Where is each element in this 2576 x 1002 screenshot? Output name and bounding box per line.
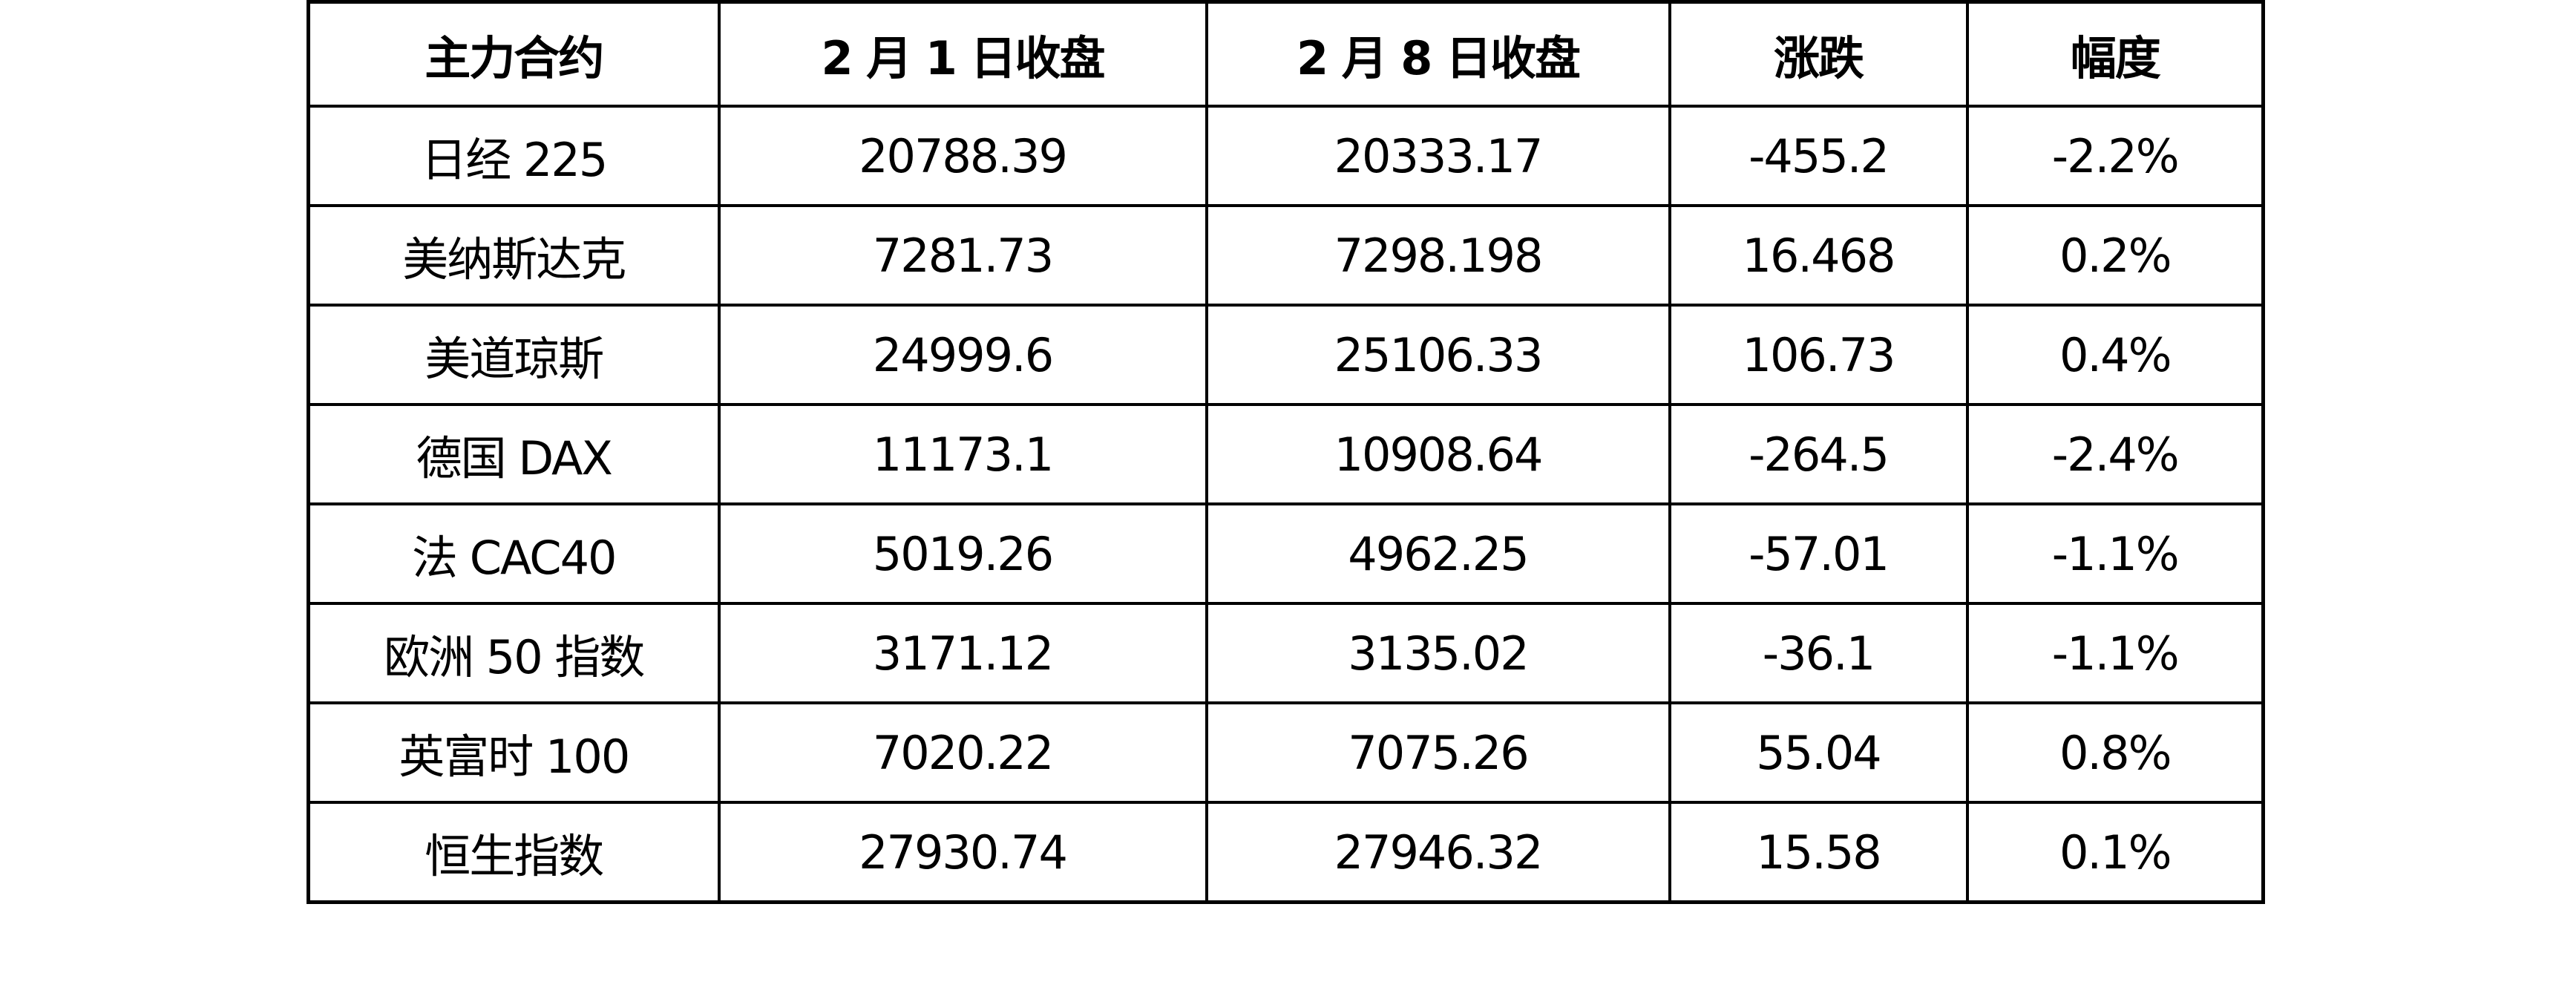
- table-cell: 3135.02: [1205, 602, 1671, 704]
- column-header: 幅度: [1965, 0, 2265, 108]
- index-table: 主力合约 2 月 1 日收盘 2 月 8 日收盘 涨跌 幅度 日经 225 20788.3…: [307, 0, 2265, 904]
- table-cell: 美纳斯达克: [307, 204, 721, 307]
- table-cell: 16.468: [1668, 204, 1969, 307]
- table-cell: 55.04: [1668, 701, 1969, 804]
- table-cell: 106.73: [1668, 304, 1969, 406]
- table-cell: 5019.26: [717, 502, 1208, 605]
- table-cell: -57.01: [1668, 502, 1969, 605]
- table-cell: 11173.1: [717, 403, 1208, 505]
- table-cell: 24999.6: [717, 304, 1208, 406]
- column-header: 2 月 8 日收盘: [1205, 0, 1671, 108]
- table-cell: 7298.198: [1205, 204, 1671, 307]
- table-cell: 27930.74: [717, 801, 1208, 904]
- table-row: 法 CAC40 5019.26 4962.25 -57.01 -1.1%: [307, 502, 2265, 605]
- table-cell: 7020.22: [717, 701, 1208, 804]
- table-cell: 欧洲 50 指数: [307, 602, 721, 704]
- table-row: 英富时 100 7020.22 7075.26 55.04 0.8%: [307, 701, 2265, 804]
- table-cell: 7075.26: [1205, 701, 1671, 804]
- table-cell: 德国 DAX: [307, 403, 721, 505]
- table-cell: -2.2%: [1965, 105, 2265, 207]
- header-row: 主力合约 2 月 1 日收盘 2 月 8 日收盘 涨跌 幅度: [307, 0, 2265, 108]
- table-cell: 0.2%: [1965, 204, 2265, 307]
- table-cell: 0.8%: [1965, 701, 2265, 804]
- table-cell: -36.1: [1668, 602, 1969, 704]
- table-cell: -2.4%: [1965, 403, 2265, 505]
- table-cell: 美道琼斯: [307, 304, 721, 406]
- table-cell: -264.5: [1668, 403, 1969, 505]
- table-cell: 25106.33: [1205, 304, 1671, 406]
- table-cell: -1.1%: [1965, 602, 2265, 704]
- column-header: 主力合约: [307, 0, 721, 108]
- table-cell: 10908.64: [1205, 403, 1671, 505]
- table-row: 恒生指数 27930.74 27946.32 15.58 0.1%: [307, 801, 2265, 904]
- table-row: 德国 DAX 11173.1 10908.64 -264.5 -2.4%: [307, 403, 2265, 505]
- table-cell: 27946.32: [1205, 801, 1671, 904]
- table-row: 美纳斯达克 7281.73 7298.198 16.468 0.2%: [307, 204, 2265, 307]
- table-cell: 4962.25: [1205, 502, 1671, 605]
- table-row: 美道琼斯 24999.6 25106.33 106.73 0.4%: [307, 304, 2265, 406]
- table-cell: 恒生指数: [307, 801, 721, 904]
- table-cell: 3171.12: [717, 602, 1208, 704]
- table-cell: 7281.73: [717, 204, 1208, 307]
- table-row: 欧洲 50 指数 3171.12 3135.02 -36.1 -1.1%: [307, 602, 2265, 704]
- table-cell: -1.1%: [1965, 502, 2265, 605]
- table-cell: 20788.39: [717, 105, 1208, 207]
- table-cell: 0.1%: [1965, 801, 2265, 904]
- table-row: 日经 225 20788.39 20333.17 -455.2 -2.2%: [307, 105, 2265, 207]
- table-cell: 英富时 100: [307, 701, 721, 804]
- table-cell: 法 CAC40: [307, 502, 721, 605]
- table-cell: 日经 225: [307, 105, 721, 207]
- table-cell: -455.2: [1668, 105, 1969, 207]
- table-cell: 15.58: [1668, 801, 1969, 904]
- table-cell: 0.4%: [1965, 304, 2265, 406]
- table-cell: 20333.17: [1205, 105, 1671, 207]
- column-header: 涨跌: [1668, 0, 1969, 108]
- column-header: 2 月 1 日收盘: [717, 0, 1208, 108]
